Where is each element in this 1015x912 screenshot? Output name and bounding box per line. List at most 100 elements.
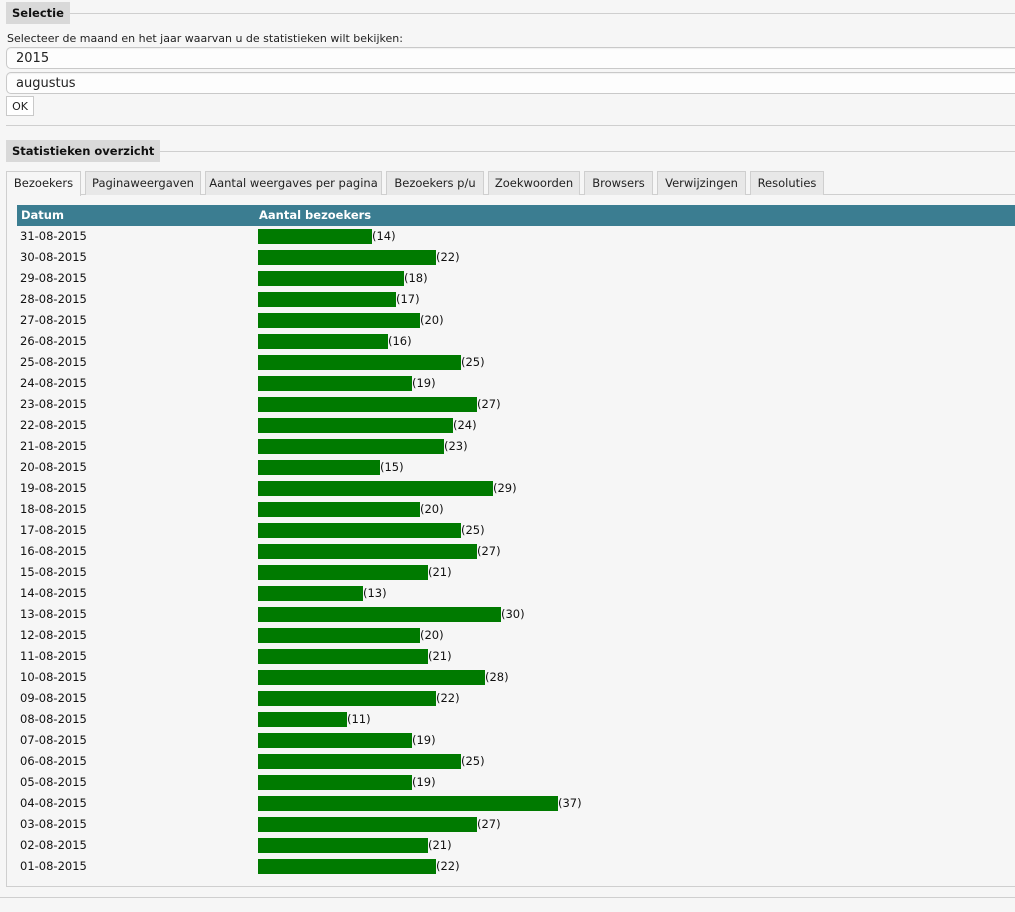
visitor-bar [258, 355, 461, 370]
visitor-bar [258, 649, 428, 664]
row-date: 22-08-2015 [20, 418, 87, 432]
visitor-bar [258, 712, 347, 727]
tab-weergaves-per-pagina[interactable]: Aantal weergaves per pagina [205, 171, 382, 195]
table-row: 09-08-2015 (22) [17, 688, 1007, 709]
visitor-bar [258, 691, 436, 706]
row-date: 29-08-2015 [20, 271, 87, 285]
row-date: 11-08-2015 [20, 649, 87, 663]
table-row: 22-08-2015 (24) [17, 415, 1007, 436]
year-select[interactable]: 2015 [6, 47, 1015, 69]
row-date: 04-08-2015 [20, 796, 87, 810]
visitor-count-label: (24) [453, 418, 477, 432]
visitor-count-label: (14) [372, 229, 396, 243]
tab-bezoekers[interactable]: Bezoekers [6, 171, 81, 196]
row-date: 30-08-2015 [20, 250, 87, 264]
tab-bezoekers-pu[interactable]: Bezoekers p/u [386, 171, 484, 195]
visitor-bar [258, 838, 428, 853]
row-date: 06-08-2015 [20, 754, 87, 768]
visitor-bar [258, 376, 412, 391]
table-row: 19-08-2015 (29) [17, 478, 1007, 499]
visitor-count-label: (22) [436, 250, 460, 264]
visitor-bar [258, 481, 493, 496]
table-row: 28-08-2015 (17) [17, 289, 1007, 310]
row-date: 18-08-2015 [20, 502, 87, 516]
row-date: 28-08-2015 [20, 292, 87, 306]
tab-zoekwoorden[interactable]: Zoekwoorden [488, 171, 580, 195]
table-row: 20-08-2015 (15) [17, 457, 1007, 478]
table-row: 14-08-2015 (13) [17, 583, 1007, 604]
table-row: 02-08-2015 (21) [17, 835, 1007, 856]
visitor-count-label: (25) [461, 754, 485, 768]
visitor-bar [258, 565, 428, 580]
row-date: 15-08-2015 [20, 565, 87, 579]
visitor-count-label: (29) [493, 481, 517, 495]
selectie-divider [66, 13, 1015, 14]
table-row: 27-08-2015 (20) [17, 310, 1007, 331]
selectie-legend: Selectie [6, 2, 70, 24]
table-row: 29-08-2015 (18) [17, 268, 1007, 289]
row-date: 20-08-2015 [20, 460, 87, 474]
visitor-count-label: (21) [428, 838, 452, 852]
visitor-count-label: (18) [404, 271, 428, 285]
visitor-count-label: (25) [461, 523, 485, 537]
visitor-bar [258, 313, 420, 328]
visitor-bar [258, 523, 461, 538]
table-row: 01-08-2015 (22) [17, 856, 1007, 877]
row-date: 08-08-2015 [20, 712, 87, 726]
table-row: 07-08-2015 (19) [17, 730, 1007, 751]
row-date: 07-08-2015 [20, 733, 87, 747]
row-date: 24-08-2015 [20, 376, 87, 390]
table-row: 17-08-2015 (25) [17, 520, 1007, 541]
row-date: 12-08-2015 [20, 628, 87, 642]
tab-resoluties[interactable]: Resoluties [750, 171, 824, 195]
visitor-count-label: (16) [388, 334, 412, 348]
table-header: Datum Aantal bezoekers [17, 205, 1015, 226]
row-date: 26-08-2015 [20, 334, 87, 348]
visitor-bar [258, 817, 477, 832]
visitor-count-label: (27) [477, 397, 501, 411]
overzicht-divider [152, 151, 1015, 152]
row-date: 31-08-2015 [20, 229, 87, 243]
table-row: 08-08-2015 (11) [17, 709, 1007, 730]
visitor-count-label: (30) [501, 607, 525, 621]
table-row: 12-08-2015 (20) [17, 625, 1007, 646]
table-row: 16-08-2015 (27) [17, 541, 1007, 562]
table-row: 26-08-2015 (16) [17, 331, 1007, 352]
tab-browsers[interactable]: Browsers [584, 171, 653, 195]
visitor-bar [258, 502, 420, 517]
table-row: 15-08-2015 (21) [17, 562, 1007, 583]
visitor-bar [258, 670, 485, 685]
visitor-bar [258, 754, 461, 769]
visitor-count-label: (27) [477, 544, 501, 558]
table-row: 10-08-2015 (28) [17, 667, 1007, 688]
ok-button[interactable]: OK [6, 96, 34, 116]
row-date: 09-08-2015 [20, 691, 87, 705]
overzicht-legend: Statistieken overzicht [6, 140, 161, 162]
visitor-bar [258, 418, 453, 433]
row-date: 10-08-2015 [20, 670, 87, 684]
visitor-count-label: (19) [412, 376, 436, 390]
visitor-count-label: (22) [436, 691, 460, 705]
visitor-count-label: (20) [420, 628, 444, 642]
visitor-count-label: (21) [428, 649, 452, 663]
month-select[interactable]: augustus [6, 72, 1015, 94]
table-row: 30-08-2015 (22) [17, 247, 1007, 268]
visitor-bar [258, 271, 404, 286]
table-row: 04-08-2015 (37) [17, 793, 1007, 814]
tab-verwijzingen[interactable]: Verwijzingen [657, 171, 746, 195]
row-date: 03-08-2015 [20, 817, 87, 831]
visitor-count-label: (20) [420, 313, 444, 327]
tab-paginaweergaven[interactable]: Paginaweergaven [85, 171, 201, 195]
visitor-count-label: (13) [363, 586, 387, 600]
visitor-count-label: (22) [436, 859, 460, 873]
visitor-bar [258, 544, 477, 559]
row-date: 16-08-2015 [20, 544, 87, 558]
visitor-count-label: (19) [412, 733, 436, 747]
visitor-bar [258, 397, 477, 412]
table-row: 03-08-2015 (27) [17, 814, 1007, 835]
table-row: 21-08-2015 (23) [17, 436, 1007, 457]
visitor-bar [258, 250, 436, 265]
visitor-count-label: (25) [461, 355, 485, 369]
selectie-bottom-border [6, 125, 1015, 126]
visitor-count-label: (11) [347, 712, 371, 726]
